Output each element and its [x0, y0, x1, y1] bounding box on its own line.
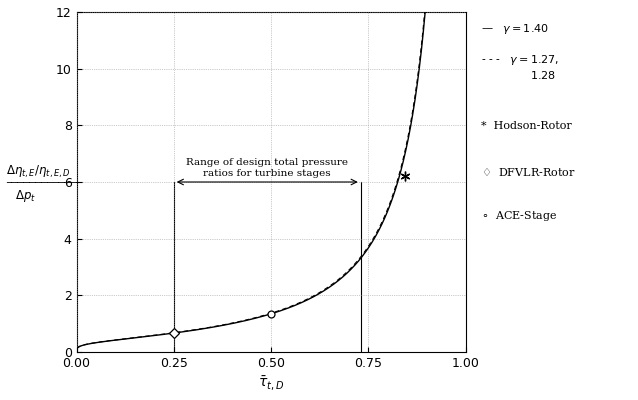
Text: ─────────────: ───────────── — [6, 180, 83, 188]
Text: $\circ$  ACE-Stage: $\circ$ ACE-Stage — [481, 209, 558, 223]
Text: Range of design total pressure
ratios for turbine stages: Range of design total pressure ratios fo… — [186, 158, 348, 178]
Text: $\diamondsuit$  DFVLR-Rotor: $\diamondsuit$ DFVLR-Rotor — [481, 165, 576, 178]
Text: - - -   $\gamma = 1.27,$
              $1.28$: - - - $\gamma = 1.27,$ $1.28$ — [481, 53, 559, 81]
Text: $\Delta p_t$: $\Delta p_t$ — [15, 188, 36, 204]
Text: —   $\gamma = 1.40$: — $\gamma = 1.40$ — [481, 22, 549, 36]
Text: *  Hodson-Rotor: * Hodson-Rotor — [481, 121, 572, 131]
Text: $\Delta\eta_{t,E}/\eta_{t,E,D}$: $\Delta\eta_{t,E}/\eta_{t,E,D}$ — [6, 164, 71, 180]
X-axis label: $\bar{\tau}_{t,D}$: $\bar{\tau}_{t,D}$ — [258, 374, 285, 392]
